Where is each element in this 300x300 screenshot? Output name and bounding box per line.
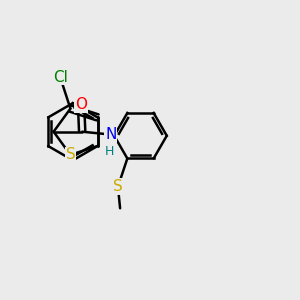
Text: O: O [75,97,87,112]
Text: S: S [113,179,123,194]
Text: S: S [65,147,75,162]
Text: N: N [105,127,116,142]
Text: Cl: Cl [53,70,68,85]
Text: H: H [105,145,114,158]
